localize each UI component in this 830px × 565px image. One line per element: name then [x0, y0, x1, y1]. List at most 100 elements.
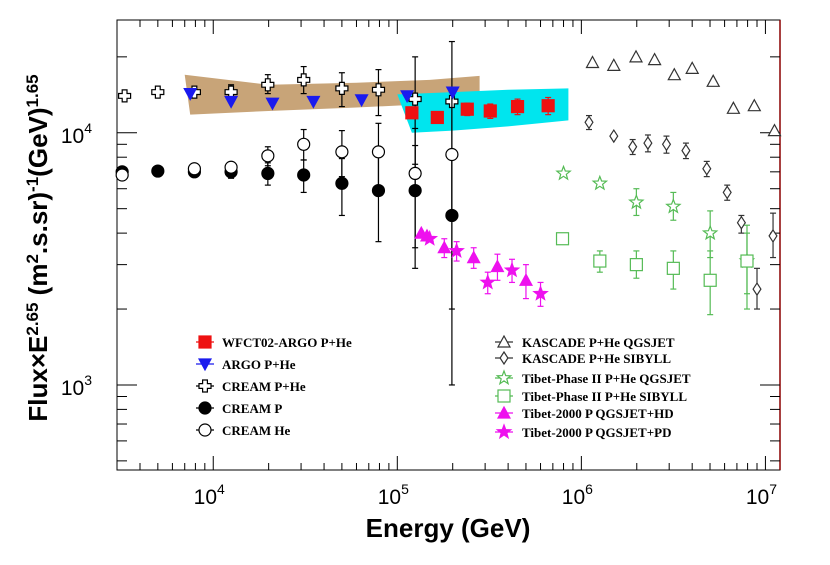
legend-marker	[198, 379, 212, 393]
legend-marker	[499, 350, 509, 366]
legend-entry: Tibet-2000 P QGSJET+PD	[495, 423, 671, 440]
data-point	[722, 185, 732, 200]
legend-marker	[198, 335, 212, 349]
data-point	[265, 97, 280, 111]
data-point	[702, 161, 712, 176]
legend-marker	[497, 389, 511, 403]
data-point	[555, 164, 572, 181]
legend-entry: CREAM P	[196, 401, 282, 416]
data-series	[115, 40, 782, 386]
data-point	[585, 55, 600, 69]
series-tibet-2000-p-qgsjet-pd	[421, 229, 549, 307]
data-point	[483, 104, 497, 118]
legend-label: CREAM P+He	[222, 379, 306, 394]
series-kascade-p-he-sibyll	[584, 114, 778, 310]
data-point	[115, 168, 129, 182]
x-axis-title: Energy (GeV)	[366, 513, 531, 543]
legend-label: CREAM He	[222, 423, 290, 438]
x-tick-label: 105	[378, 481, 409, 509]
data-point	[335, 176, 349, 190]
data-point	[371, 83, 386, 97]
legend-marker	[495, 423, 513, 440]
legend: WFCT02-ARGO P+He ARGO P+He CREAM P+He CREAM…	[196, 334, 691, 440]
data-point	[479, 273, 497, 290]
axis-ticks: 104 105 106 107 103 104	[61, 20, 780, 509]
legend-entry: KASCADE P+He QGSJET	[495, 334, 675, 350]
data-point	[628, 193, 645, 210]
series-kascade-p-he-qgsjet	[585, 49, 782, 137]
legend-entry: ARGO P+He	[196, 357, 296, 372]
x-tick-label: 107	[746, 481, 777, 509]
x-tick-label: 106	[562, 481, 593, 509]
legend-marker	[496, 334, 512, 348]
data-point	[703, 273, 717, 287]
x-tick-label: 104	[194, 481, 225, 509]
data-point	[629, 258, 643, 272]
data-point	[503, 261, 521, 278]
legend-entry: Tibet-Phase II P+He SIBYLL	[495, 389, 687, 404]
data-point	[747, 98, 762, 112]
data-point	[405, 106, 419, 120]
legend-label: ARGO P+He	[222, 357, 296, 372]
y-title-sup-b: 2	[23, 254, 42, 263]
y-axis-title: Flux×E2.65 (m2.s.sr)-1(GeV)1.65	[23, 74, 54, 421]
legend-marker	[496, 405, 512, 419]
series-tibet-phase-ii-p-he-sibyll	[555, 224, 754, 316]
data-point	[628, 139, 638, 154]
y-title-part-b: (m	[23, 264, 53, 303]
legend-label: KASCADE P+He SIBYLL	[522, 351, 671, 366]
data-point	[261, 149, 275, 163]
data-point	[187, 162, 201, 176]
y-title-part-d: (GeV)	[23, 107, 53, 176]
data-point	[736, 215, 747, 230]
data-point	[448, 242, 465, 258]
data-point	[593, 254, 607, 268]
data-point	[541, 99, 555, 113]
data-point	[224, 160, 238, 174]
y-title-sup-d: 1.65	[23, 74, 42, 107]
data-point	[628, 49, 644, 63]
legend-marker	[495, 369, 513, 386]
data-point	[591, 174, 609, 191]
legend-marker	[197, 358, 213, 372]
series-wfct02-argo-p-he	[405, 96, 555, 125]
data-point	[117, 89, 132, 103]
series-tibet-2000-p-qgsjet-hd	[414, 225, 534, 300]
data-point	[643, 135, 653, 151]
data-point	[584, 115, 594, 130]
data-point	[261, 78, 275, 92]
data-point	[726, 101, 741, 114]
y-title-sup-a: 2.65	[23, 303, 42, 336]
y-title-part-c: .s.sr)	[23, 192, 53, 254]
legend-label: Tibet-2000 P QGSJET+PD	[522, 425, 671, 440]
data-point	[767, 123, 782, 137]
series-cream-p-he	[117, 40, 459, 221]
data-point	[151, 164, 165, 178]
data-point	[681, 143, 691, 158]
data-point	[335, 81, 349, 96]
y-tick-label: 104	[61, 120, 92, 148]
legend-marker	[198, 401, 212, 415]
data-point	[430, 110, 444, 125]
data-point	[261, 166, 275, 181]
legend-label: Tibet-Phase II P+He QGSJET	[522, 371, 691, 386]
data-point	[408, 166, 422, 181]
data-point	[667, 67, 682, 81]
legend-entry: WFCT02-ARGO P+He	[196, 335, 352, 350]
data-point	[371, 145, 386, 159]
data-point	[510, 99, 525, 114]
y-tick-label: 103	[61, 372, 92, 400]
legend-label: CREAM P	[222, 401, 282, 416]
legend-label: Tibet-Phase II P+He SIBYLL	[522, 389, 687, 404]
data-point	[532, 284, 549, 301]
data-point	[445, 86, 460, 100]
legend-entry: KASCADE P+He SIBYLL	[495, 350, 671, 366]
data-point	[606, 58, 621, 72]
data-point	[224, 95, 239, 109]
data-point	[445, 147, 459, 162]
data-point	[335, 145, 349, 159]
legend-marker	[198, 423, 212, 437]
data-point	[151, 85, 165, 99]
data-point	[701, 224, 719, 241]
